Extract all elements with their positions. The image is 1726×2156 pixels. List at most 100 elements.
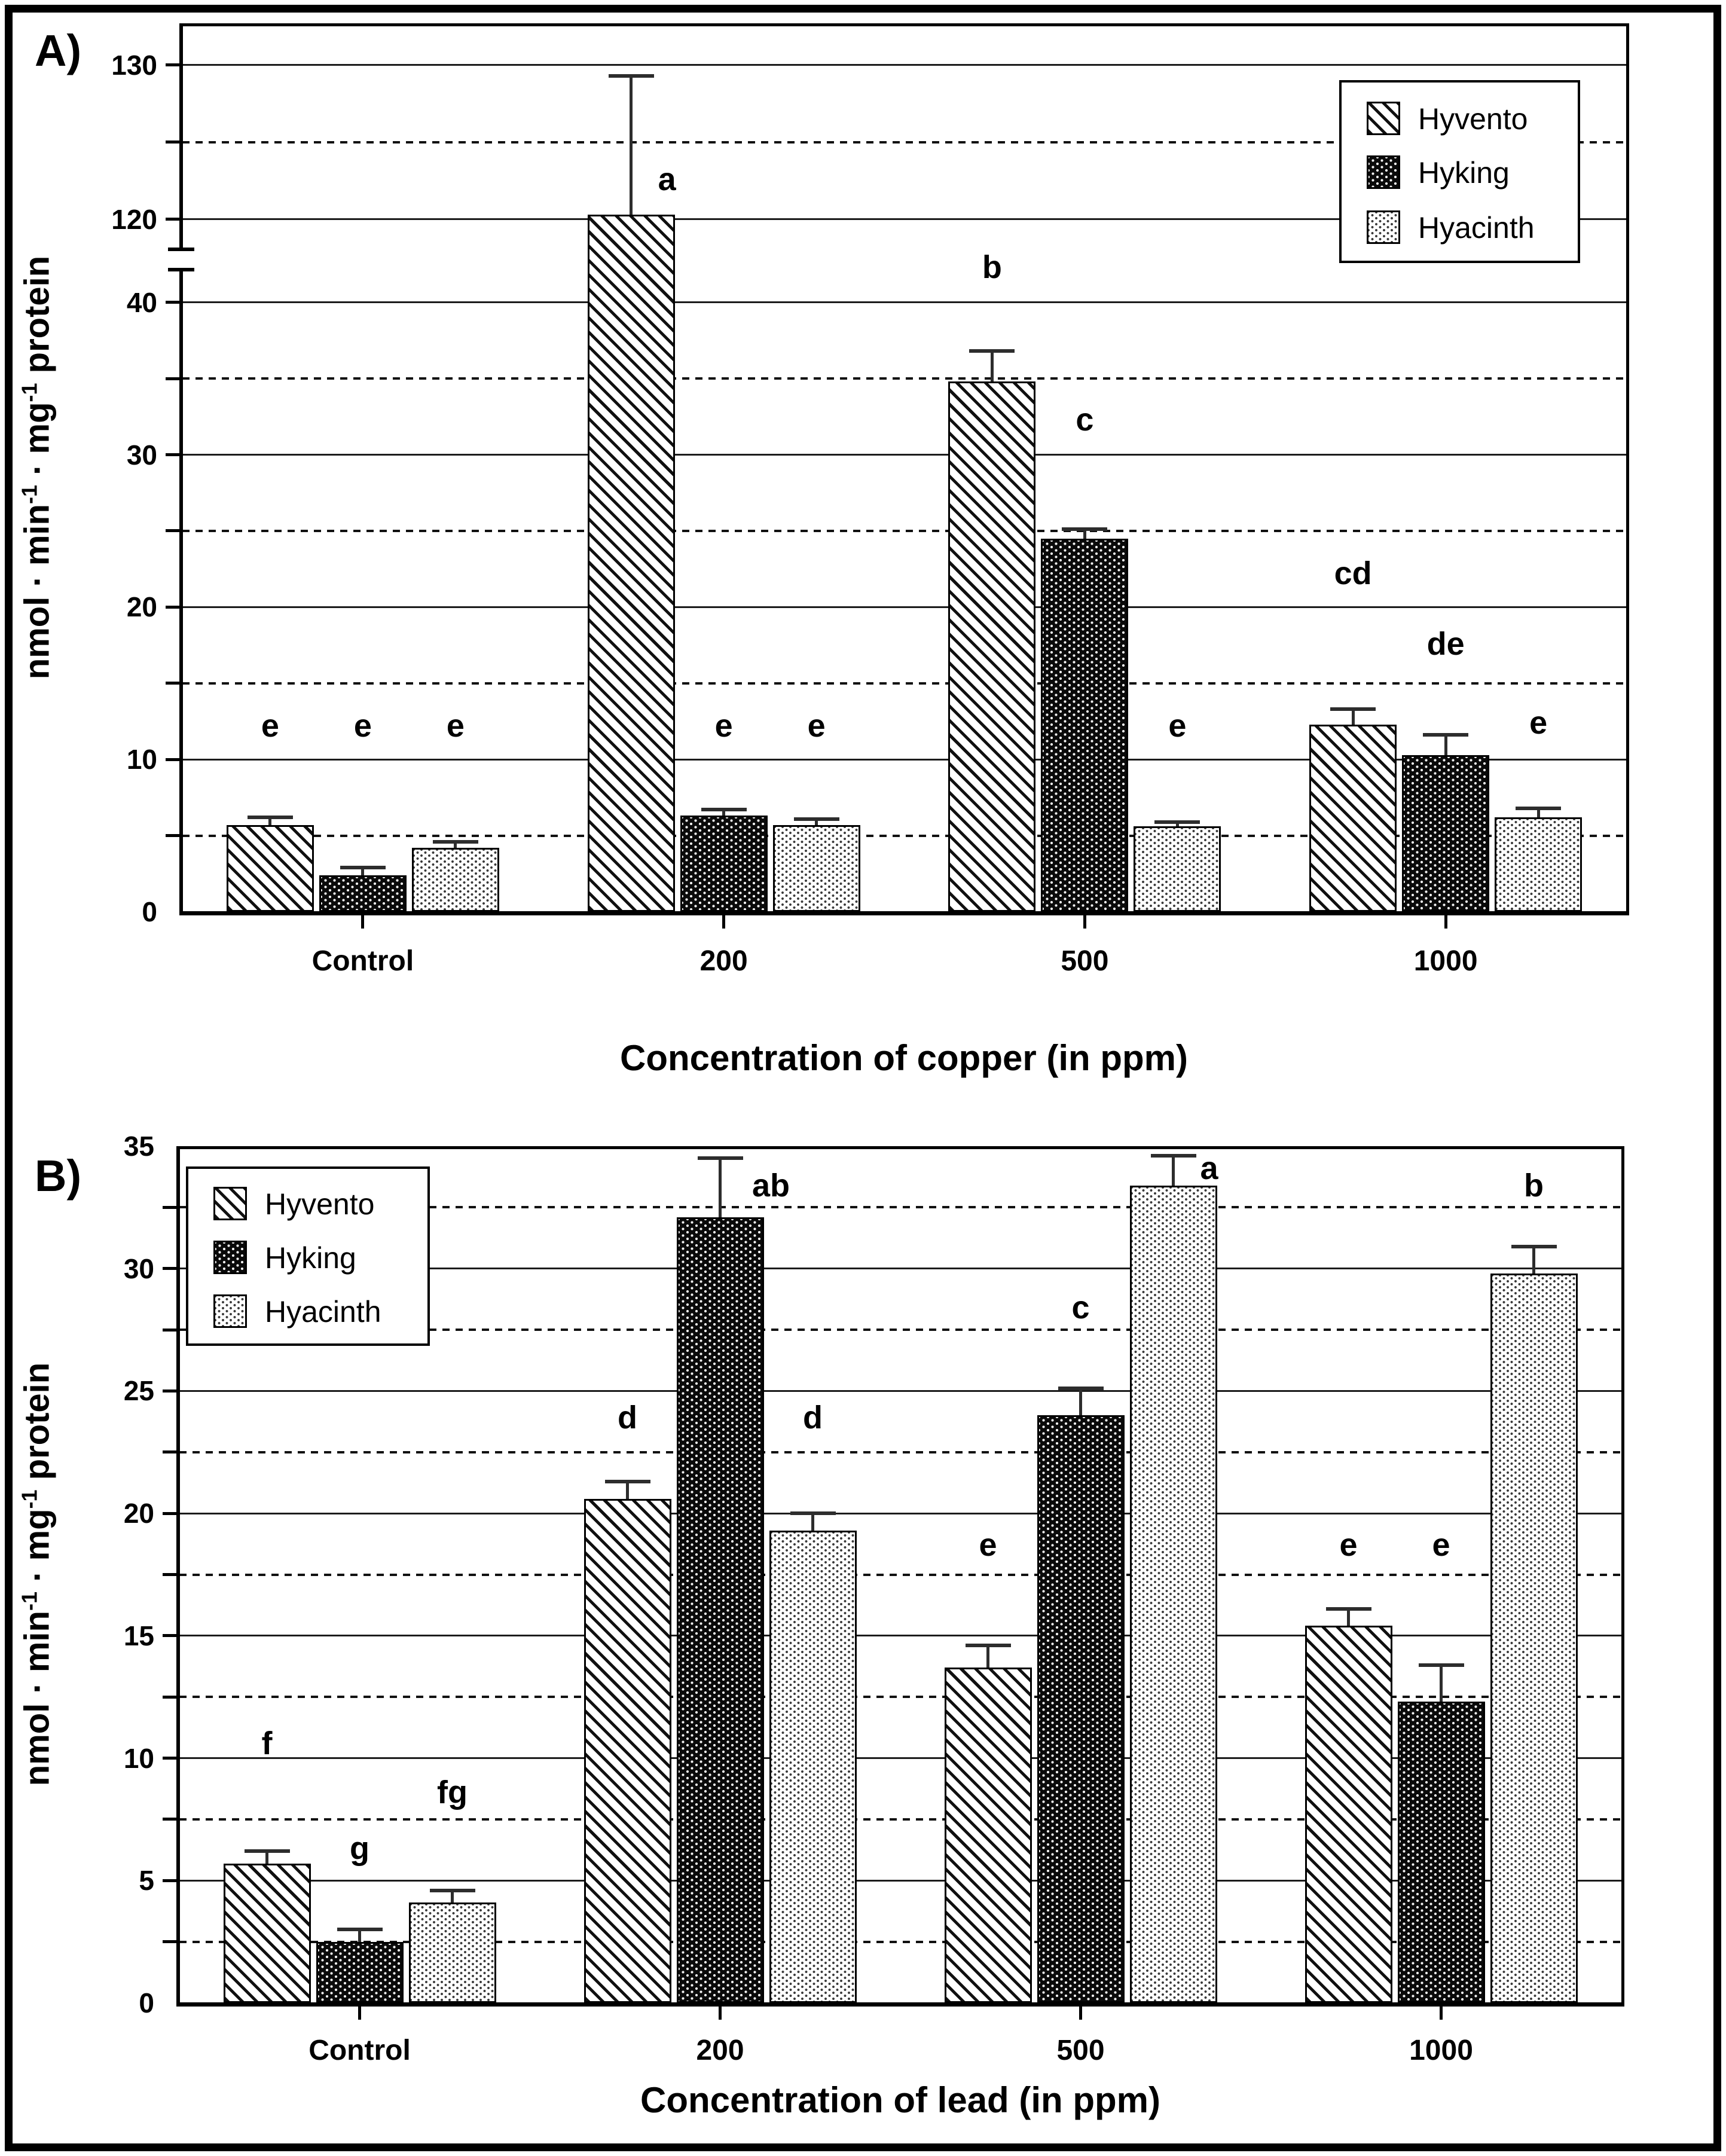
light-speckle-swatch: [1367, 210, 1400, 244]
y-tick: [163, 1573, 179, 1576]
y-tick: [166, 301, 182, 304]
error-bar-cap: [340, 866, 386, 870]
error-bar-cap: [1150, 1154, 1196, 1158]
bar-hyacinth-1000: [1490, 1273, 1578, 2003]
error-bar-cap: [1418, 1663, 1464, 1667]
gridline-dashed-12.5: [179, 1696, 1621, 1699]
error-bar-cap: [965, 1644, 1011, 1648]
x-tick-label-500: 500: [1056, 2035, 1105, 2066]
error-bar-cap: [244, 1849, 290, 1853]
significance-letter-g: g: [350, 1831, 369, 1867]
y-tick: [166, 834, 182, 838]
bar-hyking-control: [319, 875, 407, 912]
significance-letter-e: e: [714, 708, 733, 744]
error-bar-line: [1351, 709, 1355, 725]
gridline-solid-130: [182, 64, 1626, 66]
gridline-solid-10: [179, 1757, 1621, 1760]
x-axis-line: [179, 911, 1629, 915]
x-axis-title-lead: Concentration of lead (in ppm): [640, 2080, 1160, 2120]
error-bar-line: [811, 1513, 814, 1531]
legend-label: Hyvento: [1418, 102, 1528, 136]
error-bar-line: [268, 817, 272, 825]
gridline-dashed-2.5: [179, 1940, 1621, 1943]
y-tick-label-15: 15: [123, 1620, 154, 1651]
significance-letter-a: a: [1200, 1150, 1218, 1186]
error-bar-cap: [432, 839, 478, 844]
bar-hyking-500: [1041, 538, 1129, 912]
plot-frame-right: [1626, 23, 1629, 912]
y-tick: [163, 1940, 179, 1944]
bar-hyvento-control: [223, 1863, 311, 2003]
error-bar-line: [630, 75, 633, 215]
y-tick: [163, 1634, 179, 1638]
axis-break-mark: [168, 248, 194, 251]
gridline-solid-30: [182, 454, 1626, 456]
y-tick-label-0: 0: [139, 1987, 154, 2018]
error-bar-line: [1347, 1608, 1350, 1626]
bar-hyvento-1000: [1309, 724, 1397, 912]
x-tick-label-500: 500: [1061, 945, 1109, 977]
bar-hyvento-1000: [1305, 1626, 1392, 2003]
significance-letter-c: c: [1071, 1290, 1090, 1326]
significance-letter-e: e: [446, 708, 465, 744]
bar-hyvento-200: [584, 1498, 671, 2003]
plot-frame-top: [176, 1146, 1624, 1149]
error-bar-line: [722, 810, 726, 816]
error-bar-line: [1083, 529, 1086, 539]
error-bar-cap: [337, 1928, 383, 1932]
error-bar-line: [1440, 1665, 1443, 1702]
error-bar-cap: [608, 74, 654, 78]
diagonal-hatch-swatch: [213, 1187, 247, 1220]
gridline-solid-20: [182, 606, 1626, 608]
y-tick: [166, 758, 182, 761]
legend-b-item-hyvento: Hyvento: [188, 1187, 427, 1221]
y-tick-label-0: 0: [142, 896, 157, 927]
legend-a-item-hyking: Hyking: [1342, 155, 1578, 190]
black-white-dots-swatch: [213, 1241, 247, 1274]
y-tick: [163, 1757, 179, 1760]
x-tick: [1079, 2003, 1082, 2020]
legend-a: Hyvento Hyking Hyacinth: [1339, 80, 1580, 263]
significance-letter-e: e: [1432, 1527, 1450, 1563]
bar-hyacinth-control: [408, 1902, 496, 2003]
y-tick: [166, 682, 182, 685]
y-tick: [163, 1879, 179, 1882]
legend-b-item-hyking: Hyking: [188, 1241, 427, 1275]
y-tick: [166, 453, 182, 457]
gridline-solid-10: [182, 758, 1626, 761]
gridline-solid-120: [182, 218, 1626, 221]
legend-label: Hyacinth: [1418, 211, 1535, 245]
error-bar-line: [815, 819, 818, 825]
bar-hyvento-500: [944, 1668, 1032, 2003]
significance-letter-e: e: [353, 708, 372, 744]
y-tick-label-20: 20: [123, 1498, 154, 1529]
error-bar-line: [1079, 1388, 1082, 1416]
bar-hyking-500: [1037, 1415, 1125, 2003]
light-speckle-swatch: [213, 1294, 247, 1328]
legend-label: Hyking: [265, 1241, 356, 1275]
error-bar-line: [1532, 1246, 1535, 1274]
y-tick: [163, 1267, 179, 1271]
error-bar-line: [361, 868, 365, 875]
diagonal-hatch-swatch: [1367, 102, 1400, 135]
x-tick: [361, 912, 365, 929]
error-bar-line: [1175, 822, 1179, 827]
error-bar-line: [454, 841, 457, 848]
gridline-solid-25: [179, 1390, 1621, 1392]
significance-letter-e: e: [261, 708, 279, 744]
gridline-dashed-7.5: [179, 1818, 1621, 1821]
x-tick-label-1000: 1000: [1413, 945, 1478, 977]
error-bar-cap: [697, 1156, 743, 1161]
error-bar-line: [990, 351, 994, 382]
legend-label: Hyking: [1418, 156, 1510, 190]
y-axis-line-lower: [179, 270, 183, 912]
significance-letter-d: d: [618, 1400, 637, 1436]
significance-letter-cd: cd: [1334, 555, 1372, 592]
bar-hyvento-200: [587, 214, 675, 912]
significance-letter-de: de: [1426, 625, 1465, 662]
bar-hyking-control: [316, 1941, 404, 2003]
bar-hyacinth-200: [772, 824, 860, 912]
y-tick-label-120: 120: [111, 203, 157, 235]
legend-a-item-hyacinth: Hyacinth: [1342, 210, 1578, 245]
